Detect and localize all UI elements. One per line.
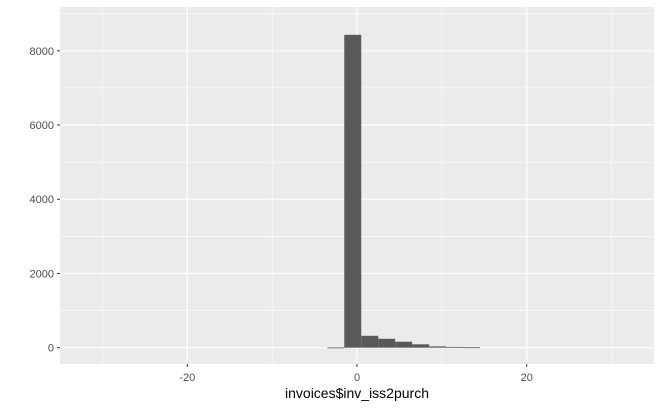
x-tick-label: 20 [521, 372, 533, 384]
y-axis-ticks: 0 2000 4000 6000 8000 [30, 46, 60, 355]
histogram-bar [361, 335, 379, 348]
y-tick-label: 8000 [30, 46, 54, 58]
histogram-bar [395, 341, 413, 348]
y-tick-label: 6000 [30, 120, 54, 132]
histogram-bar [378, 338, 396, 348]
histogram-bar [446, 346, 464, 348]
x-tick-label: -20 [179, 372, 195, 384]
x-axis-ticks: -20 0 20 [179, 364, 533, 384]
y-tick-label: 2000 [30, 268, 54, 280]
histogram-bar [463, 347, 481, 349]
histogram-bar [344, 34, 362, 348]
histogram-bar [429, 346, 447, 348]
x-axis-title: invoices$inv_iss2purch [285, 385, 429, 401]
histogram-bar [412, 344, 430, 348]
histogram-bar [327, 347, 345, 349]
histogram-bars [327, 34, 481, 349]
y-tick-label: 4000 [30, 194, 54, 206]
y-tick-label: 0 [48, 343, 54, 355]
x-tick-label: 0 [354, 372, 360, 384]
